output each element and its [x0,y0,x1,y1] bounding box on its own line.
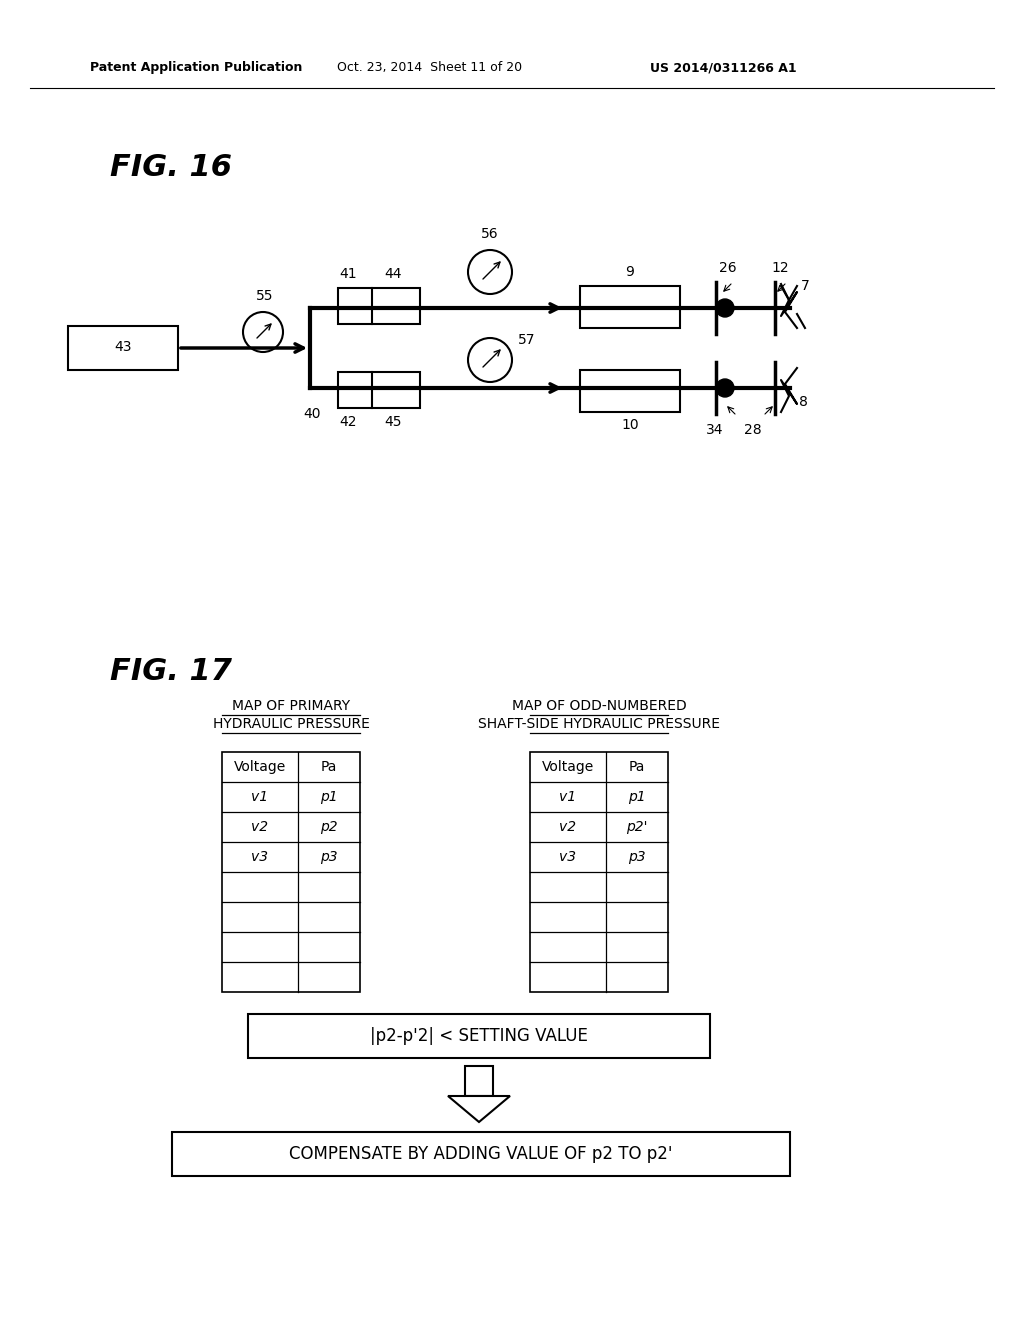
Bar [580,286,680,327]
Bar [68,326,178,370]
Bar [338,372,420,408]
Text: 10: 10 [622,418,639,432]
Text: MAP OF ODD-NUMBERED: MAP OF ODD-NUMBERED [512,700,686,713]
Text: Voltage: Voltage [233,760,286,774]
Text: p2': p2' [627,820,648,834]
Text: 28: 28 [744,422,762,437]
Text: v1: v1 [559,789,577,804]
Text: 43: 43 [115,341,132,354]
Text: Voltage: Voltage [542,760,594,774]
Text: v2: v2 [252,820,268,834]
Text: COMPENSATE BY ADDING VALUE OF p2 TO p2': COMPENSATE BY ADDING VALUE OF p2 TO p2' [289,1144,673,1163]
Text: p3: p3 [628,850,646,865]
Text: p2: p2 [321,820,338,834]
Circle shape [243,312,283,352]
Text: 40: 40 [303,407,321,421]
Text: 8: 8 [799,395,808,409]
Text: v3: v3 [559,850,577,865]
Text: p1: p1 [321,789,338,804]
Text: FIG. 16: FIG. 16 [110,153,232,182]
Circle shape [468,338,512,381]
Bar [338,288,420,323]
Text: v1: v1 [252,789,268,804]
Text: 7: 7 [801,279,809,293]
Text: HYDRAULIC PRESSURE: HYDRAULIC PRESSURE [213,717,370,731]
Text: Oct. 23, 2014  Sheet 11 of 20: Oct. 23, 2014 Sheet 11 of 20 [338,62,522,74]
Bar [248,1014,710,1059]
Bar [172,1133,790,1176]
Text: Pa: Pa [629,760,645,774]
Circle shape [468,249,512,294]
Text: SHAFT-SIDE HYDRAULIC PRESSURE: SHAFT-SIDE HYDRAULIC PRESSURE [478,717,720,731]
Text: 9: 9 [626,265,635,279]
Bar [222,752,360,993]
Bar [530,752,668,993]
Text: p3: p3 [321,850,338,865]
Text: 34: 34 [707,422,724,437]
Text: MAP OF PRIMARY: MAP OF PRIMARY [232,700,350,713]
Text: 57: 57 [518,333,536,347]
Bar [465,1067,493,1096]
Circle shape [716,379,734,397]
Polygon shape [449,1096,510,1122]
Text: Pa: Pa [321,760,337,774]
Text: 44: 44 [384,267,401,281]
Text: Patent Application Publication: Patent Application Publication [90,62,302,74]
Circle shape [716,300,734,317]
Text: v3: v3 [252,850,268,865]
Text: 56: 56 [481,227,499,242]
Text: 12: 12 [771,261,788,275]
Text: p1: p1 [628,789,646,804]
Text: 45: 45 [384,414,401,429]
Text: FIG. 17: FIG. 17 [110,657,232,686]
Text: US 2014/0311266 A1: US 2014/0311266 A1 [650,62,797,74]
Text: |p2-p'2| < SETTING VALUE: |p2-p'2| < SETTING VALUE [370,1027,588,1045]
Text: 26: 26 [719,261,737,275]
Text: v2: v2 [559,820,577,834]
Text: 42: 42 [339,414,356,429]
Text: 41: 41 [339,267,356,281]
Text: 55: 55 [256,289,273,304]
Bar [580,370,680,412]
